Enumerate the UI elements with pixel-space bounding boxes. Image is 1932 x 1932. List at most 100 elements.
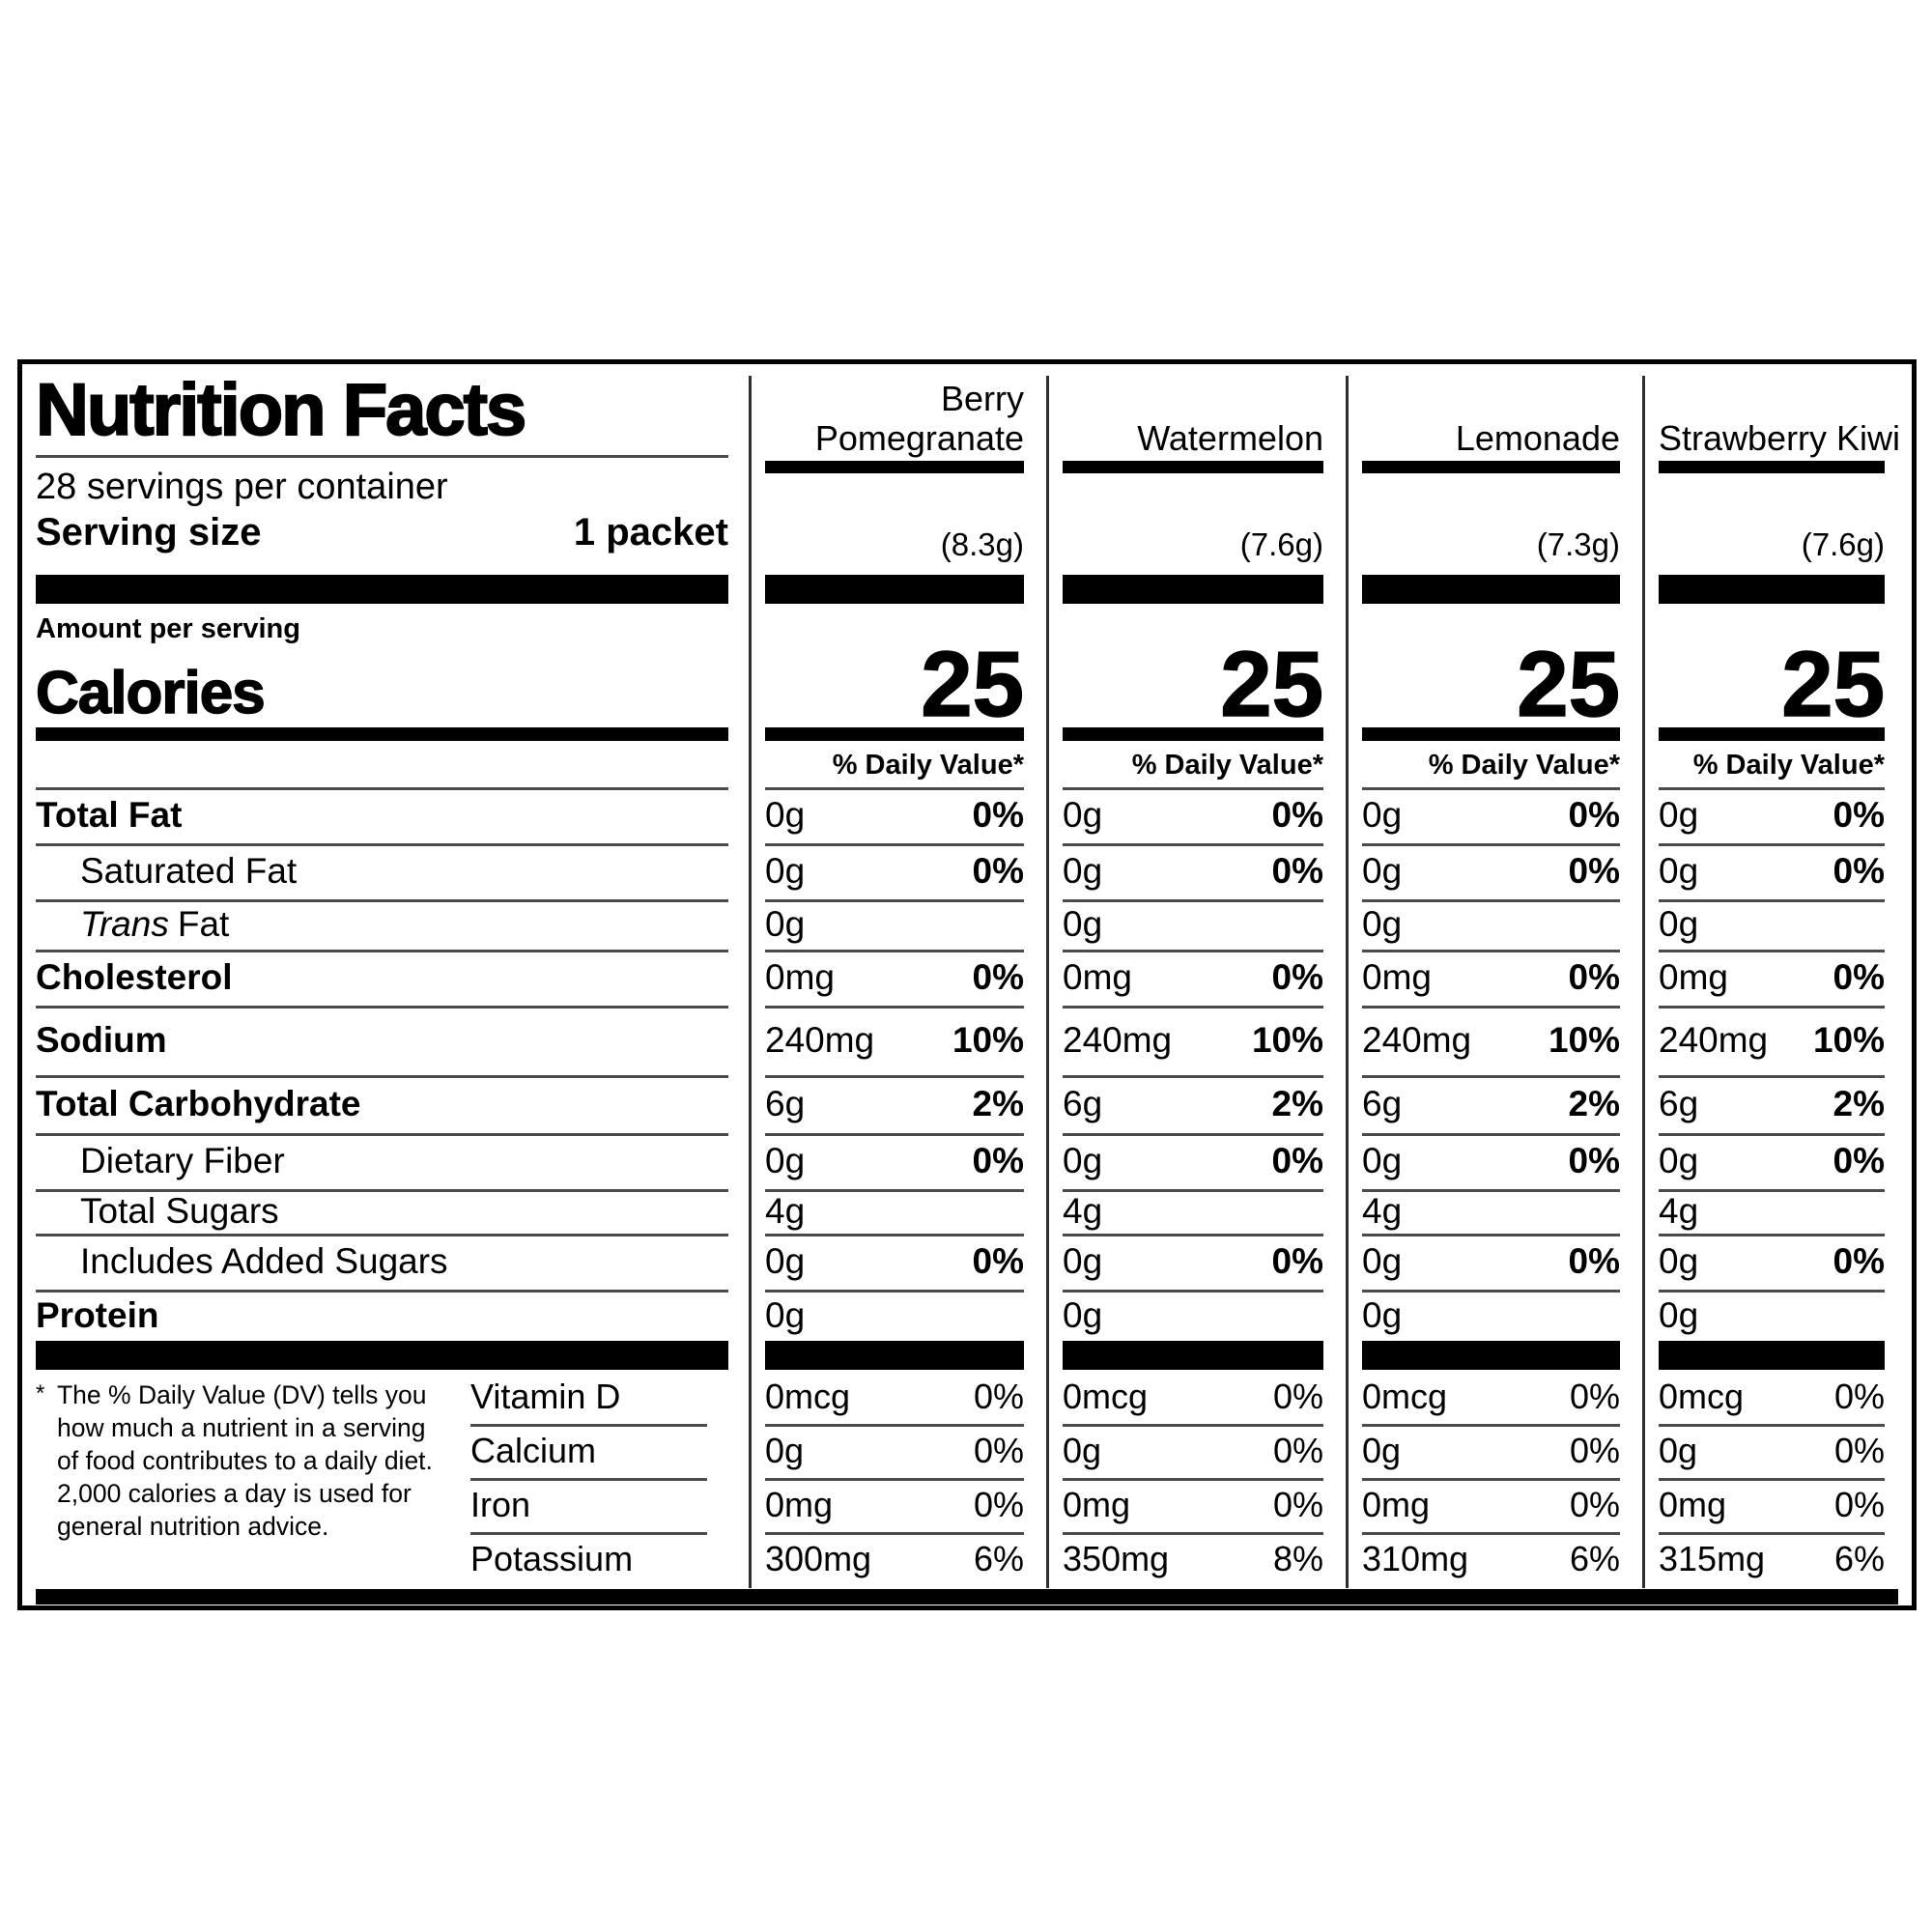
nutrient-amount: 240mg bbox=[1659, 1020, 1769, 1060]
row-separator bbox=[765, 1075, 1024, 1078]
row-separator bbox=[1362, 1424, 1620, 1427]
spacer bbox=[765, 473, 1024, 526]
nutrient-daily-value: 0% bbox=[1568, 851, 1620, 891]
vitamin-value-row-vitamin-d: 0mcg 0% bbox=[1063, 1370, 1323, 1424]
vitamin-value-row-iron: 0mg 0% bbox=[1659, 1478, 1885, 1532]
nutrient-label-cell: Protein bbox=[22, 1290, 750, 1341]
thick-bar bbox=[765, 575, 1024, 604]
nutrient-daily-value: 0% bbox=[1568, 957, 1620, 997]
row-separator bbox=[1362, 787, 1620, 790]
spacer bbox=[1063, 473, 1323, 526]
vitamin-value-row-iron: 0mg 0% bbox=[1362, 1478, 1620, 1532]
nutrient-daily-value: 10% bbox=[952, 1020, 1024, 1060]
nutrient-value-cell: 0g 0% bbox=[1347, 1133, 1643, 1189]
nutrient-daily-value: 0% bbox=[1833, 851, 1885, 891]
vitamin-value-row-potassium: 315mg 6% bbox=[1659, 1532, 1885, 1586]
nutrient-label-cell: Dietary Fiber bbox=[22, 1133, 750, 1189]
calories-left: Amount per serving Calories bbox=[22, 604, 750, 727]
servings-per-container: 28 servings per container bbox=[36, 467, 448, 508]
nutrient-value-cell: 4g bbox=[750, 1189, 1047, 1234]
nutrient-value-cell: 240mg 10% bbox=[750, 1006, 1047, 1075]
row-separator bbox=[36, 950, 728, 952]
nutrient-daily-value: 0% bbox=[1833, 795, 1885, 835]
nutrient-daily-value: 0% bbox=[972, 1241, 1024, 1281]
row-separator bbox=[765, 1189, 1024, 1192]
nutrient-daily-value: 10% bbox=[1812, 1020, 1885, 1060]
bar-cell bbox=[750, 727, 1047, 741]
vitamin-names: Vitamin D Calcium Iron Potassium bbox=[470, 1370, 707, 1586]
flavor-name: Lemonade bbox=[1455, 417, 1620, 458]
nutrient-amount: 0g bbox=[1063, 1241, 1103, 1281]
row-separator bbox=[1063, 1189, 1323, 1192]
daily-value-header: % Daily Value* bbox=[1692, 750, 1885, 781]
nutrient-row-cholesterol: Cholesterol 0mg 0% 0mg 0% 0mg 0% 0mg 0% bbox=[22, 950, 1912, 1006]
flavor-header-berry-pomegranate: Berry Pomegranate (8.3g) bbox=[750, 364, 1047, 575]
row-separator bbox=[765, 1424, 1024, 1427]
bar-cell bbox=[22, 1341, 750, 1370]
flavor-header-watermelon: Watermelon (7.6g) bbox=[1047, 364, 1347, 575]
nutrient-value-cell: 0mg 0% bbox=[750, 950, 1047, 1006]
nutrient-value-cell: 0g 0% bbox=[1047, 787, 1347, 843]
thick-bar bbox=[1362, 575, 1620, 604]
nutrient-amount: 4g bbox=[1362, 1191, 1403, 1231]
nutrient-value-cell: 0g bbox=[1047, 899, 1347, 950]
bar-cell bbox=[1047, 727, 1347, 741]
nutrient-value-cell: 240mg 10% bbox=[1347, 1006, 1643, 1075]
row-separator bbox=[1362, 1234, 1620, 1236]
flavor-name: Watermelon bbox=[1137, 417, 1323, 458]
nutrient-label-cell: Total Carbohydrate bbox=[22, 1075, 750, 1133]
flavor-header-strawberry-kiwi: Strawberry Kiwi (7.6g) bbox=[1643, 364, 1912, 575]
flavor-header-bar bbox=[1362, 461, 1620, 473]
empty-cell bbox=[22, 741, 750, 787]
bar-cell bbox=[22, 727, 750, 741]
thick-bar-band bbox=[22, 575, 1912, 604]
column-divider bbox=[1346, 376, 1349, 1588]
label-title: Nutrition Facts bbox=[35, 369, 527, 451]
nutrient-value-cell: 0g bbox=[750, 899, 1047, 950]
nutrient-label-cell: Saturated Fat bbox=[22, 843, 750, 899]
nutrient-daily-value: 0% bbox=[1271, 1241, 1323, 1281]
nutrient-name: Total Carbohydrate bbox=[36, 1084, 361, 1123]
nutrient-amount: 6g bbox=[765, 1084, 806, 1123]
row-separator bbox=[36, 899, 728, 902]
serving-weight: (8.3g) bbox=[940, 526, 1024, 562]
vitamin-value-row-vitamin-d: 0mcg 0% bbox=[765, 1370, 1024, 1424]
row-separator bbox=[765, 787, 1024, 790]
calories-band: Amount per serving Calories 25 25 25 25 bbox=[22, 604, 1912, 731]
nutrient-value-cell: 0g 0% bbox=[750, 787, 1047, 843]
row-separator bbox=[1063, 1006, 1323, 1009]
column-divider bbox=[749, 376, 752, 1588]
nutrient-value-cell: 0g bbox=[1643, 1290, 1912, 1341]
title-rule bbox=[36, 455, 728, 459]
bar-cell bbox=[1047, 575, 1347, 604]
column-divider bbox=[1642, 376, 1645, 1588]
nutrient-name: Trans Fat bbox=[36, 904, 229, 945]
nutrient-daily-value: 0% bbox=[1833, 957, 1885, 997]
vitamin-name: Potassium bbox=[470, 1539, 634, 1578]
nutrient-amount: 0g bbox=[1659, 904, 1699, 944]
row-separator bbox=[765, 1478, 1024, 1481]
vitamin-daily-value: 0% bbox=[973, 1431, 1024, 1470]
thick-bar bbox=[1659, 575, 1885, 604]
thick-bar bbox=[36, 575, 728, 604]
daily-value-header: % Daily Value* bbox=[1131, 750, 1323, 781]
bar-cell bbox=[1047, 1341, 1347, 1370]
flavor-header-bar bbox=[765, 461, 1024, 473]
vitamin-amount: 0g bbox=[765, 1431, 805, 1470]
nutrient-value-cell: 0mg 0% bbox=[1347, 950, 1643, 1006]
nutrient-amount: 6g bbox=[1659, 1084, 1699, 1123]
vitamin-name-row-iron: Iron bbox=[470, 1478, 707, 1532]
spacer bbox=[1659, 473, 1885, 526]
row-separator bbox=[36, 843, 728, 846]
row-separator bbox=[765, 1234, 1024, 1236]
row-separator bbox=[470, 1424, 707, 1427]
nutrient-amount: 0g bbox=[1659, 1141, 1699, 1180]
row-separator bbox=[1659, 1075, 1885, 1078]
nutrient-daily-value: 0% bbox=[1833, 1241, 1885, 1281]
nutrient-label-cell: Sodium bbox=[22, 1006, 750, 1075]
vitamin-daily-value: 0% bbox=[1833, 1431, 1885, 1470]
row-separator bbox=[1362, 843, 1620, 846]
flavor-header-lemonade: Lemonade (7.3g) bbox=[1347, 364, 1643, 575]
nutrient-value-cell: 0g 0% bbox=[750, 843, 1047, 899]
